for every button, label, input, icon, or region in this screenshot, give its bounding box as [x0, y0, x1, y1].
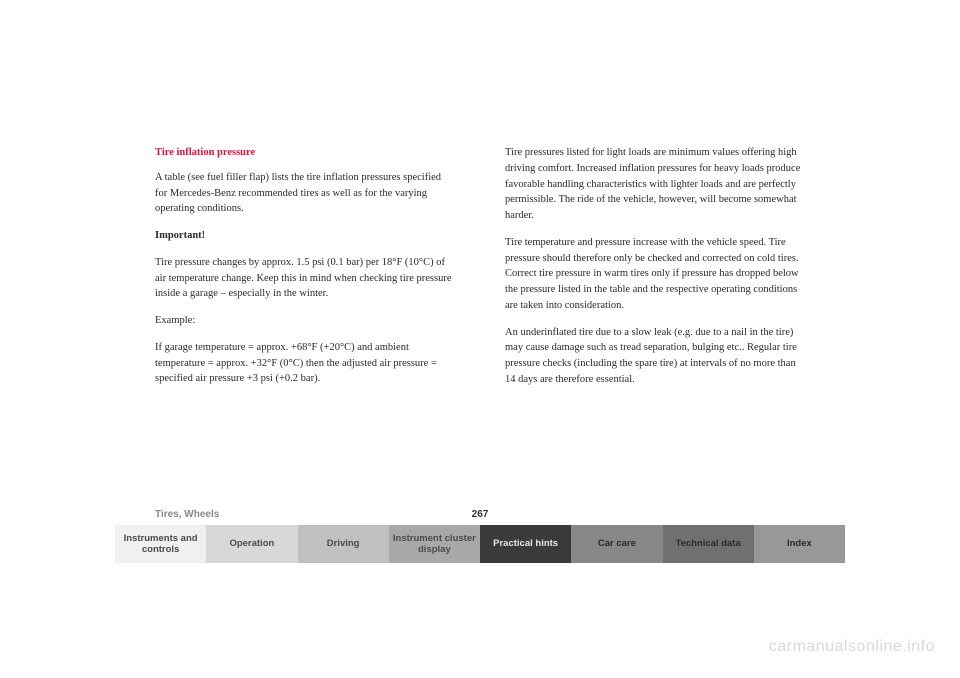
tab-instrument-cluster[interactable]: Instrument cluster display	[389, 525, 480, 563]
tab-instruments-controls[interactable]: Instruments and controls	[115, 525, 206, 563]
tab-index[interactable]: Index	[754, 525, 845, 563]
left-column: Tire inflation pressure A table (see fue…	[155, 145, 455, 399]
paragraph: Example:	[155, 313, 455, 329]
paragraph: If garage temperature = approx. +68°F (+…	[155, 340, 455, 387]
watermark: carmanualsonline.info	[769, 638, 935, 656]
tab-driving[interactable]: Driving	[298, 525, 389, 563]
footer-section-label: Tires, Wheels	[155, 509, 219, 520]
tab-operation[interactable]: Operation	[206, 525, 297, 563]
paragraph: A table (see fuel filler flap) lists the…	[155, 170, 455, 217]
nav-tabs: Instruments and controls Operation Drivi…	[115, 525, 845, 563]
tab-car-care[interactable]: Car care	[571, 525, 662, 563]
tab-technical-data[interactable]: Technical data	[663, 525, 754, 563]
paragraph: An underinflated tire due to a slow leak…	[505, 325, 805, 388]
section-title: Tire inflation pressure	[155, 145, 455, 161]
paragraph: Tire pressures listed for light loads ar…	[505, 145, 805, 224]
page-number: 267	[472, 509, 489, 520]
important-label: Important!	[155, 228, 455, 244]
paragraph: Tire temperature and pressure increase w…	[505, 235, 805, 314]
right-column: Tire pressures listed for light loads ar…	[505, 145, 805, 399]
paragraph: Tire pressure changes by approx. 1.5 psi…	[155, 255, 455, 302]
page-body: Tire inflation pressure A table (see fue…	[155, 145, 805, 399]
tab-practical-hints[interactable]: Practical hints	[480, 525, 571, 563]
